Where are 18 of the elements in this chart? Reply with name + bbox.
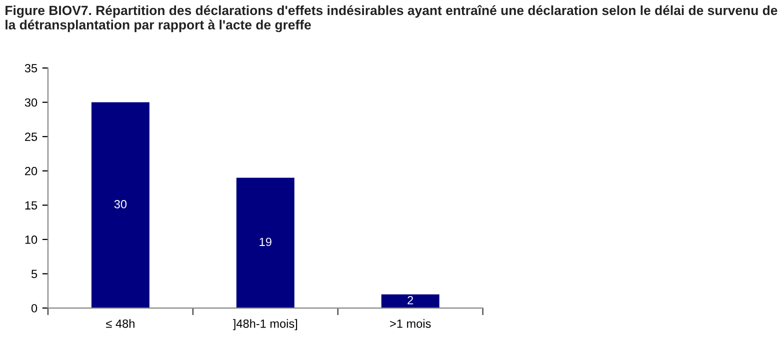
bar <box>236 178 294 308</box>
y-tick-label: 5 <box>31 270 38 278</box>
data-label: 2 <box>408 296 414 304</box>
y-tick-label: 35 <box>24 64 38 72</box>
y-tick-label: 0 <box>31 304 38 312</box>
x-tick-label: >1 mois <box>390 319 431 328</box>
y-tick-label: 15 <box>25 201 38 210</box>
y-tick-label: 30 <box>24 98 38 107</box>
x-tick-label: ≤ 48h <box>106 319 134 328</box>
x-tick-label: ]48h-1 mois] <box>233 319 298 330</box>
y-tick-label: 10 <box>25 235 38 244</box>
data-label: 30 <box>114 200 127 208</box>
bar <box>91 102 150 308</box>
data-label: 19 <box>260 238 272 246</box>
chart-title: Figure BIOV7. Répartition des déclarations d'effets indésirables ayant entraîné une déclaration selon le délai de survenu de la détransplantation par rapport à l'acte de greffe <box>6 5 778 32</box>
bar <box>381 294 440 308</box>
y-tick-label: 20 <box>25 166 38 176</box>
y-tick-label: 25 <box>25 132 38 141</box>
